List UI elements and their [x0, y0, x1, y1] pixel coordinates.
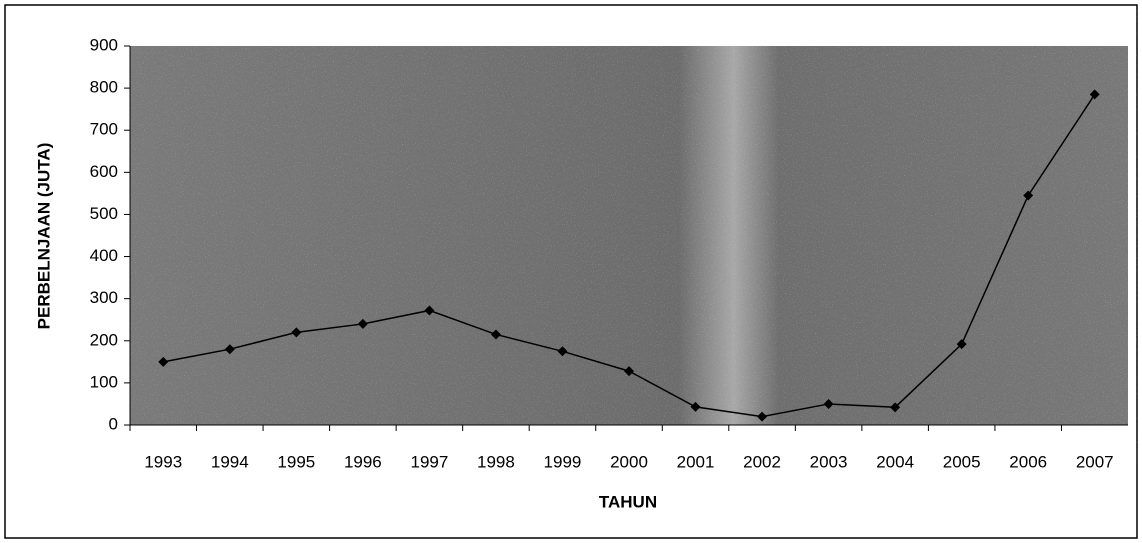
- y-tick-label: 800: [90, 78, 118, 97]
- x-tick-label: 1997: [410, 452, 448, 471]
- marker: [757, 411, 768, 422]
- marker: [956, 339, 967, 350]
- plot-texture: [130, 46, 1128, 425]
- x-tick-label: 2004: [876, 452, 914, 471]
- y-tick-label: 900: [90, 35, 118, 54]
- marker: [624, 366, 634, 377]
- x-tick-label: 2003: [810, 452, 848, 471]
- x-axis-label: TAHUN: [599, 492, 657, 511]
- marker: [823, 398, 834, 409]
- x-tick-label: 2002: [743, 452, 781, 471]
- x-tick-label: 1998: [477, 452, 515, 471]
- marker: [690, 401, 701, 412]
- x-tick-label: 2007: [1076, 452, 1114, 471]
- x-tick-label: 1994: [211, 452, 249, 471]
- x-tick-label: 2000: [610, 452, 648, 471]
- y-tick-label: 300: [90, 288, 118, 307]
- x-tick-label: 1995: [277, 452, 315, 471]
- y-tick-label: 700: [90, 120, 118, 139]
- marker: [424, 305, 435, 316]
- marker: [357, 318, 368, 329]
- y-tick-label: 500: [90, 204, 118, 223]
- y-tick-label: 400: [90, 246, 118, 265]
- x-tick-label: 1999: [544, 452, 582, 471]
- marker: [291, 327, 302, 338]
- x-tick-label: 2005: [943, 452, 981, 471]
- marker: [1089, 89, 1100, 100]
- marker: [1023, 190, 1034, 201]
- x-tick-label: 2001: [677, 452, 715, 471]
- marker: [890, 402, 901, 413]
- y-tick-label: 100: [90, 372, 118, 391]
- x-tick-label: 1996: [344, 452, 382, 471]
- y-tick-label: 600: [90, 162, 118, 181]
- y-tick-label: 0: [109, 414, 118, 433]
- x-tick-label: 1993: [144, 452, 182, 471]
- marker: [158, 356, 169, 367]
- x-tick-label: 2006: [1009, 452, 1047, 471]
- marker: [557, 346, 568, 357]
- marker: [490, 329, 501, 340]
- marker: [224, 344, 235, 355]
- y-axis-label: PERBELNJAAN (JUTA): [34, 143, 53, 330]
- y-tick-label: 200: [90, 330, 118, 349]
